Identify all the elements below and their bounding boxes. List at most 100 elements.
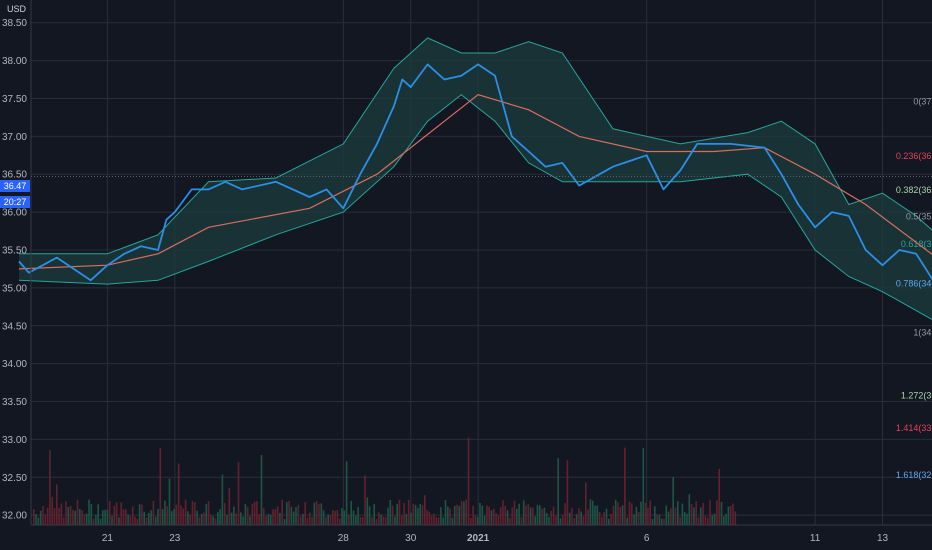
- volume-bar: [214, 518, 217, 525]
- volume-bar: [150, 510, 152, 525]
- band-lower-line: [18, 94, 932, 321]
- volume-bar: [702, 502, 704, 525]
- volume-bar: [180, 505, 182, 525]
- volume-bar: [85, 513, 88, 525]
- volume-bar: [723, 516, 725, 525]
- volume-bar: [729, 505, 732, 525]
- volume-bar: [628, 501, 631, 525]
- volume-bar: [610, 514, 612, 525]
- volume-bar: [585, 482, 587, 525]
- volume-bar: [253, 501, 256, 525]
- x-tick-label: 2021: [467, 533, 490, 544]
- volume-bar: [384, 517, 387, 525]
- price-series: [18, 63, 932, 282]
- volume-bar: [223, 502, 226, 525]
- volume-bar: [53, 507, 56, 525]
- volume-bar: [58, 508, 60, 525]
- volume-bar: [617, 502, 619, 525]
- volume-bar: [166, 506, 168, 525]
- volume-bar: [552, 506, 555, 525]
- volume-bar: [483, 515, 486, 525]
- volume-bar: [398, 499, 401, 525]
- volume-bar: [488, 506, 490, 525]
- volume-bar: [412, 503, 415, 525]
- volume-bar: [62, 517, 65, 525]
- volume-bar: [125, 509, 127, 525]
- volume-bar: [265, 515, 267, 525]
- volume-bar: [359, 517, 362, 525]
- volume-bar: [389, 500, 392, 525]
- volume-bar: [697, 517, 700, 525]
- volume-bar: [299, 516, 302, 525]
- volume-bar: [235, 513, 237, 525]
- volume-bar: [306, 517, 309, 525]
- volume-bar: [60, 503, 63, 525]
- volume-bar: [267, 514, 270, 525]
- volume-bar: [396, 503, 398, 525]
- volume-bar: [283, 518, 286, 525]
- volume-bar: [665, 505, 668, 525]
- volume-bar: [575, 514, 578, 525]
- volume-bar: [511, 507, 513, 525]
- volume-bar: [614, 499, 617, 525]
- current-price-tag: 36.47: [0, 180, 30, 192]
- volume-bar: [373, 504, 375, 525]
- volume-bar: [334, 511, 336, 525]
- volume-bar: [637, 512, 640, 525]
- band-fill: [19, 37, 932, 320]
- volume-bar: [145, 517, 148, 525]
- volume-bar: [463, 501, 465, 525]
- volume-bar: [120, 502, 122, 525]
- volume-bar: [343, 510, 346, 525]
- volume-bar: [37, 517, 40, 525]
- volume-bar: [732, 503, 734, 525]
- volume-bar: [148, 512, 150, 525]
- volume-bar: [525, 505, 527, 525]
- volume-bar: [401, 515, 403, 525]
- moving-average: [18, 94, 932, 270]
- volume-bar: [626, 517, 628, 525]
- y-tick-label: 35.50: [2, 246, 27, 257]
- volume-bar: [541, 508, 543, 525]
- volume-bar: [131, 506, 134, 525]
- volume-bar: [92, 518, 95, 525]
- volume-bar: [465, 499, 467, 525]
- volume-bar: [175, 504, 178, 525]
- fib-level-label: 0(37.38): [913, 97, 932, 107]
- volume-bar: [587, 509, 589, 525]
- volume-bar: [88, 499, 90, 525]
- volume-bar: [709, 500, 711, 525]
- volume-bar: [159, 447, 162, 525]
- volume-bar: [631, 503, 633, 525]
- y-tick-label: 38.50: [2, 18, 27, 29]
- volume-bar: [444, 499, 447, 525]
- volume-bar: [364, 475, 366, 525]
- volume-bar: [189, 514, 191, 525]
- volume-bar: [555, 515, 557, 525]
- y-tick-label: 36.00: [2, 208, 27, 219]
- volume-bar: [177, 463, 180, 525]
- volume-bar: [677, 501, 679, 525]
- volume-bar: [251, 503, 254, 525]
- volume-bar: [440, 507, 442, 525]
- volume-bar: [226, 514, 228, 525]
- volume-bar: [111, 515, 113, 525]
- volume-bar: [612, 505, 615, 525]
- volume-bar: [654, 506, 656, 525]
- volume-bar: [288, 500, 290, 525]
- volume-bar: [603, 511, 605, 525]
- y-tick-label: 35.00: [2, 283, 27, 294]
- volume-histogram: [33, 437, 737, 525]
- volume-bar: [497, 515, 500, 525]
- volume-bar: [327, 514, 329, 525]
- fib-level-label: 0.618(35.5): [901, 239, 932, 249]
- volume-bar: [281, 499, 283, 525]
- volume-bar: [355, 515, 357, 525]
- volume-bar: [249, 516, 251, 525]
- volume-bar: [263, 508, 265, 525]
- volume-bar: [134, 516, 136, 525]
- volume-bar: [35, 514, 37, 525]
- volume-bar: [161, 509, 164, 525]
